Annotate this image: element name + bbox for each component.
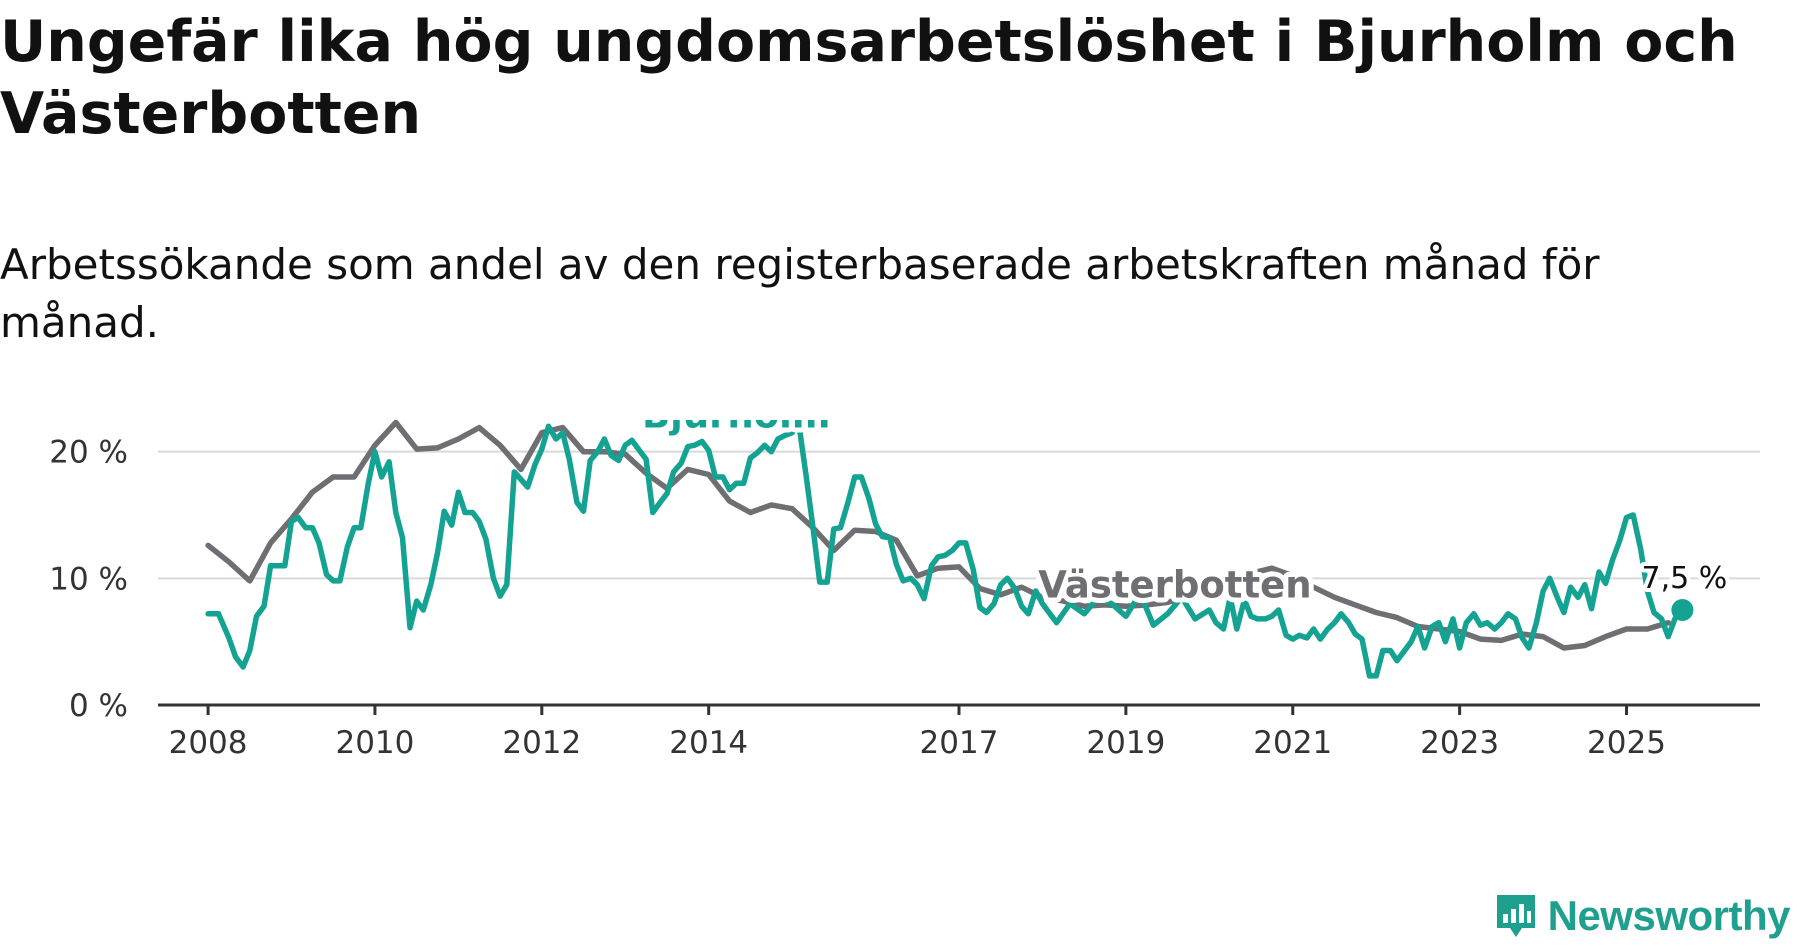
- y-axis: 0 % 10 % 20 %: [49, 435, 128, 724]
- chart-title: Ungefär lika hög ungdomsarbetslöshet i B…: [0, 9, 1738, 147]
- gridlines: [158, 450, 1760, 580]
- series-label-halo: Västerbotten: [1038, 563, 1311, 606]
- series-line-bjurholm: [205, 421, 1686, 679]
- x-tick-label: 2010: [335, 725, 414, 761]
- x-tick-label: 2012: [502, 725, 581, 761]
- series-label: Bjurholm: [642, 420, 830, 437]
- x-tick-label: 2023: [1420, 725, 1499, 761]
- series-line-v-sterbotten: [205, 420, 1671, 651]
- x-axis: 2008 2010 2012 2014 2017 2019 2021 2023 2025: [158, 703, 1760, 761]
- x-tick-label: 2008: [169, 725, 248, 761]
- end-point-marker: [1671, 599, 1694, 621]
- series-labels: VästerbottenVästerbottenBjurholmBjurholm…: [637, 420, 1731, 621]
- newsworthy-logo: Newsworthy: [1494, 892, 1791, 940]
- series-label: Västerbotten: [1038, 563, 1311, 606]
- y-tick-label: 20 %: [49, 435, 128, 471]
- y-tick-label: 10 %: [49, 561, 128, 597]
- series-lines: [205, 420, 1686, 679]
- y-tick-label: 0 %: [69, 688, 128, 724]
- end-value-label: 7,5 %: [1642, 561, 1728, 596]
- brand-name: Newsworthy: [1547, 892, 1791, 939]
- chart-subtitle: Arbetssökande som andel av den registerb…: [0, 240, 1600, 347]
- x-tick-label: 2017: [920, 725, 999, 761]
- x-tick-label: 2025: [1587, 725, 1666, 761]
- x-tick-label: 2014: [669, 725, 748, 761]
- bar-chart-bubble-icon: [1496, 895, 1535, 937]
- x-tick-label: 2021: [1253, 725, 1332, 761]
- series-label-halo: Bjurholm: [642, 420, 830, 437]
- x-tick-label: 2019: [1086, 725, 1165, 761]
- line-chart: 0 % 10 % 20 % 2008 2010 2012 2014 2017 2019 2021…: [49, 420, 1760, 761]
- end-value-label-halo: 7,5 %: [1642, 561, 1728, 596]
